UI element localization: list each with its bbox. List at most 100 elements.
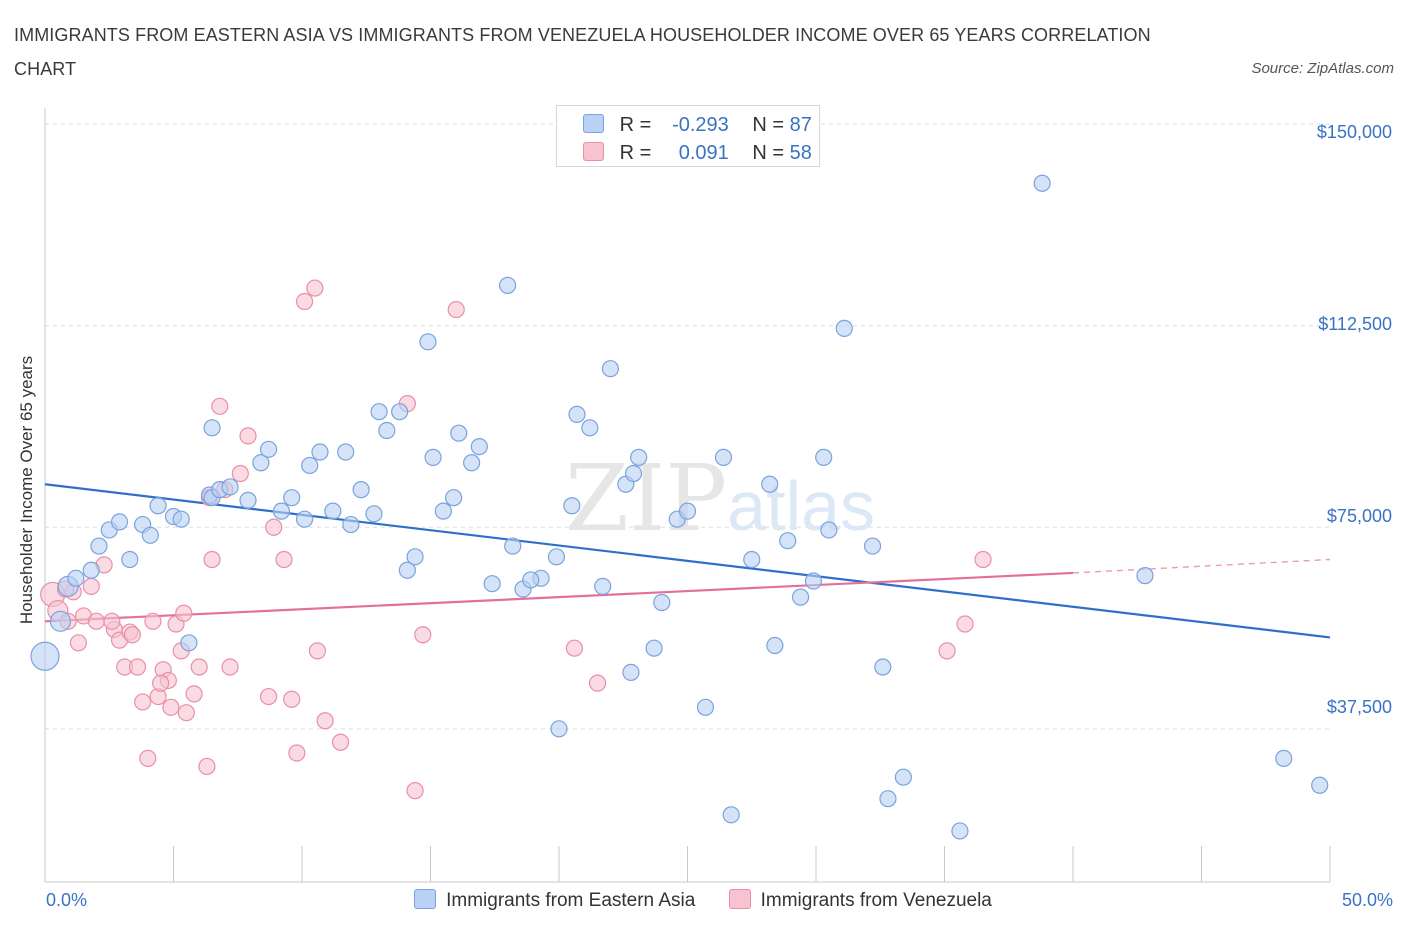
point-eastern-asia <box>337 443 355 461</box>
point-venezuela <box>203 550 221 569</box>
point-venezuela <box>565 639 584 657</box>
r-value: 0.091 <box>678 142 729 164</box>
point-eastern-asia <box>835 319 853 337</box>
point-eastern-asia <box>1275 749 1293 767</box>
point-eastern-asia <box>761 475 779 493</box>
point-venezuela <box>185 685 203 703</box>
r-value: -0.293 <box>672 114 729 136</box>
point-eastern-asia <box>221 478 239 496</box>
point-eastern-asia <box>1033 174 1051 192</box>
point-venezuela <box>974 550 992 569</box>
point-eastern-asia <box>324 502 342 520</box>
point-eastern-asia <box>272 502 291 520</box>
point-eastern-asia <box>445 489 463 507</box>
point-eastern-asia <box>365 505 383 523</box>
point-eastern-asia <box>30 641 60 671</box>
trend-line-venezuela <box>44 571 1074 623</box>
point-eastern-asia <box>239 491 257 509</box>
point-eastern-asia <box>504 537 522 555</box>
point-eastern-asia <box>391 403 409 421</box>
point-venezuela <box>87 612 106 630</box>
point-eastern-asia <box>203 419 221 437</box>
point-eastern-asia <box>601 360 620 378</box>
point-eastern-asia <box>791 588 810 606</box>
point-eastern-asia <box>406 548 424 566</box>
point-eastern-asia <box>563 497 581 515</box>
point-eastern-asia <box>252 454 270 472</box>
grid-lines <box>45 123 1330 730</box>
watermark-zip: ZIP <box>565 445 727 552</box>
legend-item-eastern-asia[interactable]: Immigrants from Eastern Asia <box>414 889 695 912</box>
point-eastern-asia <box>722 806 740 824</box>
point-venezuela <box>134 693 152 711</box>
point-eastern-asia <box>779 532 797 550</box>
point-eastern-asia <box>450 424 468 442</box>
n-value: 58 <box>789 142 812 164</box>
blue-swatch <box>414 889 437 909</box>
point-venezuela <box>239 427 257 445</box>
point-eastern-asia <box>172 510 190 528</box>
point-eastern-asia <box>678 502 697 520</box>
point-venezuela <box>128 658 147 676</box>
point-eastern-asia <box>370 403 388 421</box>
point-eastern-asia <box>424 448 442 466</box>
point-venezuela <box>231 464 249 483</box>
point-venezuela <box>190 658 208 676</box>
point-eastern-asia <box>547 548 566 566</box>
point-venezuela <box>295 292 314 311</box>
axes <box>44 108 1331 883</box>
point-eastern-asia <box>594 577 612 595</box>
series-legend: Immigrants from Eastern Asia Immigrants … <box>0 889 1406 912</box>
point-eastern-asia <box>141 526 159 544</box>
point-venezuela <box>956 615 974 633</box>
point-eastern-asia <box>483 575 501 593</box>
point-venezuela <box>221 658 239 676</box>
point-eastern-asia <box>743 550 761 569</box>
point-eastern-asia <box>624 464 643 483</box>
point-eastern-asia <box>470 438 488 456</box>
point-eastern-asia <box>951 822 969 840</box>
point-venezuela <box>144 612 162 630</box>
point-eastern-asia <box>863 537 882 555</box>
r-label: R = <box>619 142 652 164</box>
point-venezuela <box>175 604 193 622</box>
point-eastern-asia <box>766 636 784 655</box>
point-venezuela <box>447 300 465 319</box>
watermark: ZIPatlas <box>565 445 875 552</box>
point-venezuela <box>265 518 283 536</box>
correlation-legend: R = -0.293 N = 87 R = 0.091 N = 58 <box>556 105 820 167</box>
point-venezuela <box>162 698 180 716</box>
watermark-atlas: atlas <box>727 467 875 545</box>
point-eastern-asia <box>622 663 640 681</box>
y-tick-label-112500: $112,500 <box>1318 314 1392 334</box>
point-eastern-asia <box>342 515 360 534</box>
legend-item-venezuela[interactable]: Immigrants from Venezuela <box>728 889 992 912</box>
point-eastern-asia <box>90 537 108 555</box>
point-eastern-asia <box>295 510 314 528</box>
point-eastern-asia <box>67 569 85 587</box>
x-tick-label-max: 50.0% <box>1341 890 1393 910</box>
point-venezuela <box>588 674 607 692</box>
point-eastern-asia <box>581 419 599 437</box>
point-eastern-asia <box>434 502 452 520</box>
point-eastern-asia <box>49 610 72 632</box>
legend-label: Immigrants from Venezuela <box>760 890 992 911</box>
pink-swatch <box>583 142 604 161</box>
n-value: 87 <box>789 114 812 136</box>
point-eastern-asia <box>352 481 370 499</box>
point-eastern-asia <box>499 276 517 294</box>
point-eastern-asia <box>1136 567 1154 585</box>
point-eastern-asia <box>110 513 129 531</box>
point-eastern-asia <box>815 448 833 466</box>
point-venezuela <box>306 279 324 297</box>
point-venezuela <box>288 744 306 762</box>
point-venezuela <box>414 626 432 644</box>
trend-line-venezuela-extension <box>1072 558 1331 574</box>
point-eastern-asia <box>301 456 319 475</box>
point-venezuela <box>69 634 88 652</box>
point-eastern-asia <box>630 448 648 466</box>
point-venezuela <box>139 749 157 767</box>
trend-lines <box>44 483 1331 639</box>
point-eastern-asia <box>522 571 540 589</box>
